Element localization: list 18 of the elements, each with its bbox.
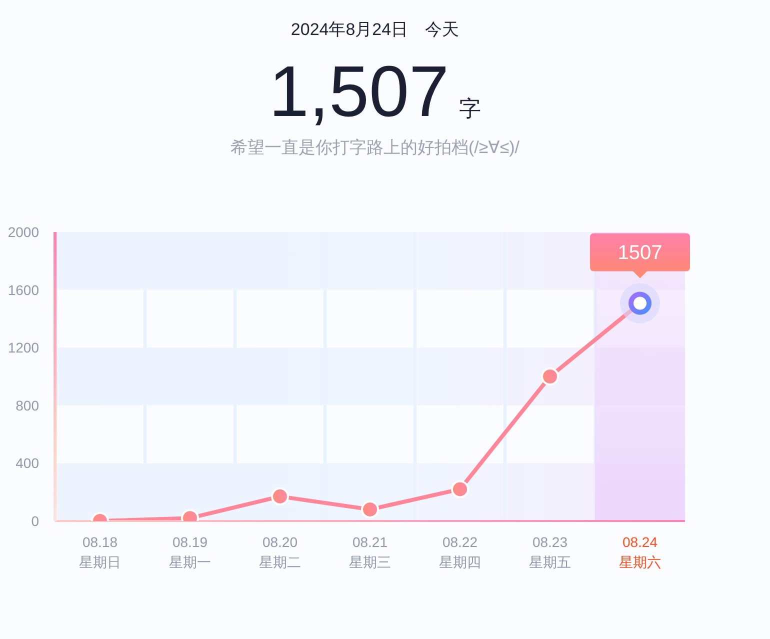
y-tick-label: 800 — [16, 397, 40, 414]
data-label: 1507 — [618, 242, 662, 264]
y-tick-label: 1600 — [8, 282, 40, 298]
y-tick-label: 0 — [31, 512, 40, 529]
x-tick-label: 08.19 星期一 — [169, 534, 211, 570]
chart-subtitle: 希望一直是你打字路上的好拍档(/≥∀≤)/ — [230, 138, 520, 157]
y-tick-label: 1200 — [8, 340, 40, 356]
text: 字 — [459, 96, 482, 121]
y-tick-label: 400 — [16, 455, 40, 472]
x-tick-label: 08.18 星期日 — [79, 534, 121, 570]
x-tick-label: 08.24 星期六 — [619, 534, 661, 570]
y-tick-label: 2000 — [8, 224, 40, 240]
x-tick-label: 08.22 星期四 — [439, 534, 481, 570]
x-tick-label: 08.23 星期五 — [529, 534, 571, 570]
x-tick-label: 08.21 星期三 — [349, 534, 391, 570]
text: 1,507 — [268, 52, 450, 132]
x-tick-label: 08.20 星期二 — [259, 534, 301, 570]
chart-title: 2024年8月24日 今天 — [290, 20, 460, 39]
